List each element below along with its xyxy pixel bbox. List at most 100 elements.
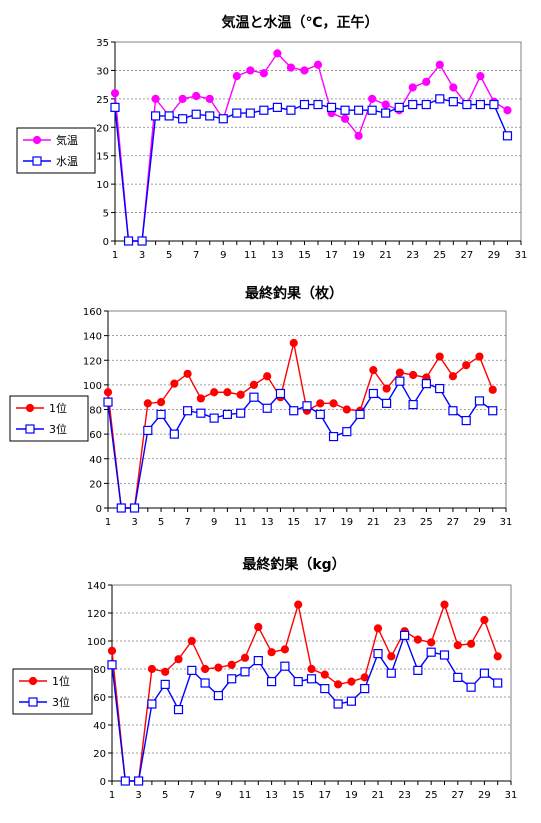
y-tick-label: 40 [93, 721, 106, 732]
data-point [435, 94, 445, 104]
data-point [400, 630, 410, 641]
data-point [307, 664, 316, 674]
data-point [293, 676, 303, 687]
legend-box [16, 127, 96, 174]
y-tick-label: 100 [87, 637, 106, 648]
data-point [373, 624, 383, 633]
data-point [143, 425, 153, 436]
data-point [493, 678, 503, 688]
data-point [342, 427, 352, 437]
legend-label: 3位 [52, 695, 70, 709]
data-point [123, 236, 134, 246]
data-point [489, 99, 499, 110]
data-point [354, 131, 363, 140]
legend-marker [28, 676, 38, 686]
data-point [475, 99, 485, 110]
x-tick-label: 15 [298, 250, 311, 261]
data-point [421, 379, 431, 389]
data-point [120, 776, 130, 786]
x-tick-label: 31 [505, 790, 518, 801]
data-point [253, 655, 263, 666]
data-point [360, 683, 370, 694]
data-point [275, 388, 286, 399]
data-point [342, 405, 351, 414]
data-point [462, 361, 471, 370]
data-point [240, 653, 250, 662]
data-point [286, 63, 296, 72]
data-point [408, 99, 418, 110]
data-point [313, 60, 323, 69]
x-tick-label: 7 [189, 790, 195, 801]
data-point [466, 682, 476, 692]
data-point [480, 615, 489, 625]
data-point [272, 102, 282, 112]
data-point [467, 639, 476, 648]
data-point [316, 399, 325, 408]
x-tick-label: 19 [352, 250, 365, 261]
data-point [151, 94, 160, 103]
data-point [395, 368, 404, 377]
x-tick-label: 29 [488, 250, 501, 261]
data-point [110, 89, 120, 98]
data-point [196, 408, 206, 418]
data-point [448, 406, 458, 416]
y-tick-label: 80 [93, 665, 106, 676]
legend-label: 気温 [56, 133, 78, 147]
data-point [151, 111, 161, 121]
y-tick-label: 80 [89, 406, 102, 417]
legend-label: 3位 [49, 422, 67, 436]
data-point [422, 77, 431, 86]
data-point [488, 406, 498, 416]
x-tick-label: 25 [425, 790, 438, 801]
data-point [280, 661, 290, 671]
y-tick-label: 0 [96, 504, 102, 515]
series-1 [110, 49, 512, 246]
data-point [369, 366, 378, 375]
data-point [488, 385, 497, 394]
data-point [213, 690, 223, 701]
x-tick-label: 27 [447, 517, 460, 528]
data-point [259, 69, 268, 78]
legend-item: 気温 [23, 133, 78, 147]
x-tick-label: 13 [261, 517, 274, 528]
data-point [191, 109, 201, 119]
x-tick-label: 5 [162, 790, 168, 801]
data-point [227, 660, 236, 669]
data-point [340, 114, 350, 123]
x-tick-label: 15 [287, 517, 300, 528]
y-tick-label: 160 [83, 307, 102, 318]
data-point [355, 409, 365, 420]
y-tick-label: 20 [89, 479, 102, 490]
data-point [183, 406, 193, 416]
legend: 1位 3位 [12, 668, 93, 715]
data-point [205, 94, 214, 103]
x-tick-label: 1 [105, 517, 111, 528]
x-tick-label: 19 [345, 790, 358, 801]
data-point [326, 102, 337, 112]
data-point [347, 677, 356, 686]
x-tick-label: 23 [393, 517, 406, 528]
data-point [196, 394, 205, 403]
x-tick-label: 3 [139, 250, 145, 261]
legend-box [12, 668, 93, 715]
x-tick-label: 7 [193, 250, 199, 261]
legend-item: 水温 [23, 155, 78, 168]
data-point [240, 667, 250, 677]
legend-marker [28, 697, 38, 707]
y-tick-label: 40 [89, 455, 102, 466]
data-point [382, 384, 391, 393]
data-point [409, 370, 418, 380]
data-point [137, 236, 147, 246]
y-tick-label: 140 [83, 332, 102, 343]
data-point [299, 99, 310, 110]
data-point [386, 668, 396, 678]
data-point [502, 131, 513, 141]
x-tick-label: 25 [433, 250, 446, 261]
data-point [306, 674, 317, 684]
data-point [461, 415, 471, 426]
data-point [439, 650, 450, 660]
data-point [262, 403, 272, 413]
legend-item: 1位 [19, 674, 70, 688]
data-point [107, 660, 117, 670]
x-tick-label: 15 [292, 790, 305, 801]
